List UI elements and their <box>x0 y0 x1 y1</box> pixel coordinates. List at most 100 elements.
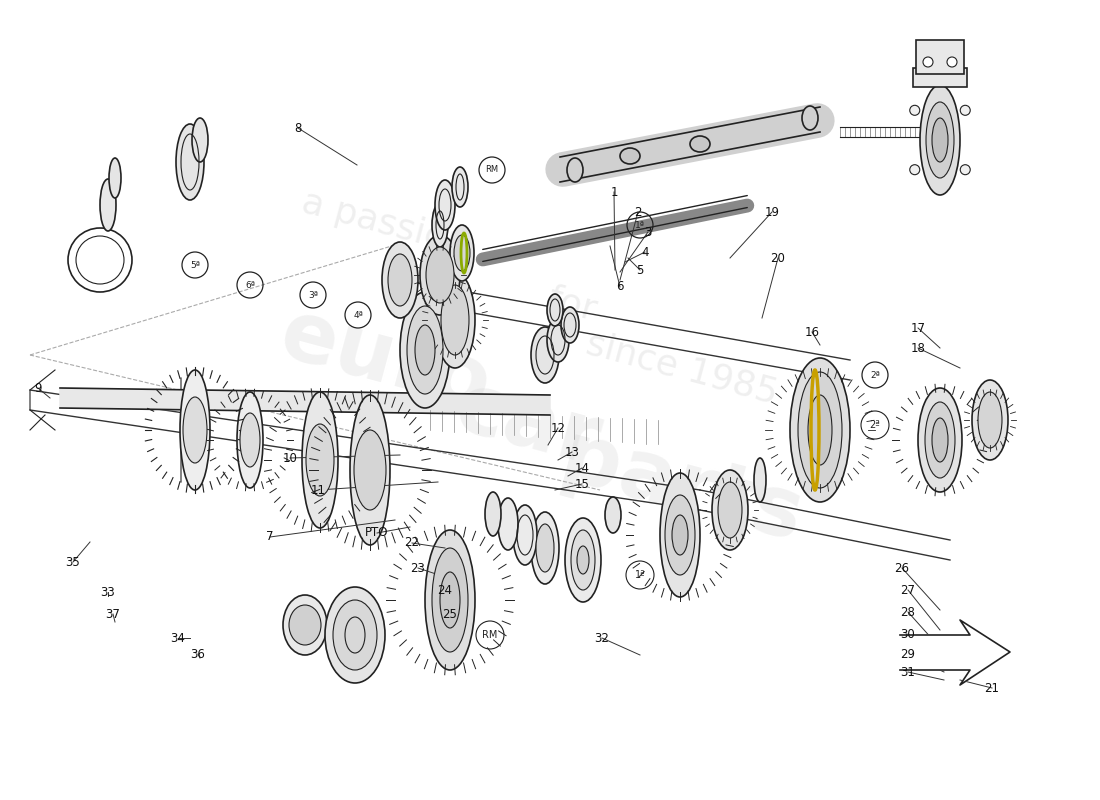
Ellipse shape <box>547 294 563 326</box>
Ellipse shape <box>192 118 208 162</box>
Ellipse shape <box>920 85 960 195</box>
Text: 4ª: 4ª <box>353 310 363 319</box>
Circle shape <box>910 165 920 174</box>
FancyBboxPatch shape <box>916 40 964 74</box>
Circle shape <box>923 57 933 67</box>
Ellipse shape <box>513 505 537 565</box>
Ellipse shape <box>407 306 443 394</box>
Ellipse shape <box>925 402 955 478</box>
Ellipse shape <box>802 106 818 130</box>
Text: 11: 11 <box>310 483 326 497</box>
Ellipse shape <box>354 430 386 510</box>
Text: since 1985: since 1985 <box>582 326 782 410</box>
Ellipse shape <box>425 530 475 670</box>
Ellipse shape <box>454 235 470 271</box>
Ellipse shape <box>283 595 327 655</box>
Circle shape <box>960 165 970 174</box>
Text: 16: 16 <box>804 326 820 338</box>
Ellipse shape <box>432 548 468 652</box>
Text: 3ª: 3ª <box>308 290 318 299</box>
Ellipse shape <box>415 325 434 375</box>
Ellipse shape <box>972 380 1008 460</box>
Text: 15: 15 <box>574 478 590 490</box>
Ellipse shape <box>605 497 621 533</box>
Polygon shape <box>60 388 550 415</box>
Ellipse shape <box>666 495 695 575</box>
Ellipse shape <box>350 395 390 545</box>
Text: 34: 34 <box>170 631 186 645</box>
Ellipse shape <box>754 458 766 502</box>
Ellipse shape <box>324 587 385 683</box>
Text: 23: 23 <box>410 562 426 574</box>
Text: 14: 14 <box>574 462 590 474</box>
Circle shape <box>910 106 920 115</box>
Ellipse shape <box>426 247 454 303</box>
Text: parts: parts <box>552 417 812 559</box>
Text: 35: 35 <box>66 555 80 569</box>
Ellipse shape <box>388 254 412 306</box>
Text: 6ª: 6ª <box>245 281 255 290</box>
Text: 31: 31 <box>901 666 915 678</box>
Ellipse shape <box>420 235 460 315</box>
Ellipse shape <box>498 498 518 550</box>
Text: a passion: a passion <box>298 186 472 262</box>
Text: 5: 5 <box>636 263 644 277</box>
FancyArrowPatch shape <box>483 206 747 259</box>
Text: 28: 28 <box>901 606 915 618</box>
Ellipse shape <box>718 482 743 538</box>
Ellipse shape <box>289 605 321 645</box>
Ellipse shape <box>565 518 601 602</box>
Ellipse shape <box>690 136 710 152</box>
Ellipse shape <box>531 327 559 383</box>
Text: euro: euro <box>271 293 499 427</box>
Ellipse shape <box>578 546 588 574</box>
Text: 25: 25 <box>442 607 458 621</box>
Ellipse shape <box>302 392 338 528</box>
Ellipse shape <box>434 180 455 230</box>
Text: 6: 6 <box>616 281 624 294</box>
Text: 2: 2 <box>635 206 641 218</box>
Text: 27: 27 <box>901 583 915 597</box>
Text: 33: 33 <box>100 586 116 598</box>
Text: 32: 32 <box>595 631 609 645</box>
Ellipse shape <box>932 418 948 462</box>
Ellipse shape <box>109 158 121 198</box>
Text: 2ª: 2ª <box>870 420 880 430</box>
Text: 5ª: 5ª <box>190 261 200 270</box>
Ellipse shape <box>452 167 468 207</box>
Text: 17: 17 <box>911 322 925 334</box>
Ellipse shape <box>547 318 569 362</box>
Text: 1ª: 1ª <box>635 221 645 230</box>
Ellipse shape <box>536 524 554 572</box>
Ellipse shape <box>798 372 842 488</box>
FancyArrowPatch shape <box>563 121 817 170</box>
Ellipse shape <box>333 600 377 670</box>
Text: 29: 29 <box>901 649 915 662</box>
Ellipse shape <box>236 392 263 488</box>
Ellipse shape <box>434 272 475 368</box>
Text: 24: 24 <box>438 583 452 597</box>
Text: 26: 26 <box>894 562 910 574</box>
Polygon shape <box>900 620 1010 685</box>
Ellipse shape <box>571 530 595 590</box>
Text: 30: 30 <box>901 627 915 641</box>
Text: 4: 4 <box>641 246 649 258</box>
Text: 2ª: 2ª <box>870 370 880 379</box>
Text: RM: RM <box>485 166 498 174</box>
Text: 7: 7 <box>266 530 274 543</box>
Text: 36: 36 <box>190 647 206 661</box>
Text: 18: 18 <box>911 342 925 354</box>
Text: 8: 8 <box>295 122 301 134</box>
Text: RM: RM <box>482 630 497 640</box>
Text: 1: 1 <box>610 186 618 198</box>
Text: 10: 10 <box>283 451 297 465</box>
Text: 37: 37 <box>106 607 120 621</box>
Ellipse shape <box>485 492 501 536</box>
Text: 19: 19 <box>764 206 780 218</box>
Ellipse shape <box>808 395 832 465</box>
Ellipse shape <box>440 572 460 628</box>
Ellipse shape <box>176 124 204 200</box>
Ellipse shape <box>978 392 1002 448</box>
Circle shape <box>960 106 970 115</box>
Text: car: car <box>447 366 609 482</box>
